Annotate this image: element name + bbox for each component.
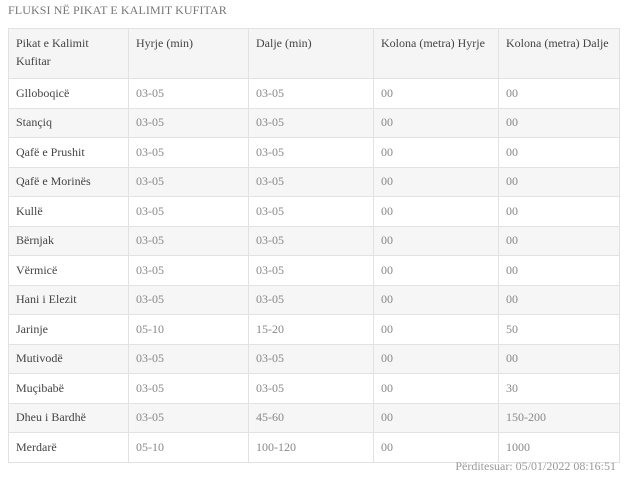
cell-queue-exit: 00 [498, 107, 620, 138]
cell-exit-min: 45-60 [248, 402, 374, 433]
cell-queue-exit: 30 [498, 373, 620, 404]
cell-queue-exit: 00 [498, 284, 620, 315]
table-row: Qafë e Prushit 03-05 03-05 00 00 [8, 137, 620, 168]
cell-exit-min: 03-05 [248, 343, 374, 374]
cell-entry-min: 03-05 [128, 166, 249, 197]
cell-crossing-point: Glloboqicë [8, 78, 129, 109]
cell-queue-entry: 00 [373, 166, 499, 197]
table-row: Merdarë 05-10 100-120 00 1000 [8, 432, 620, 463]
table-row: Kullë 03-05 03-05 00 00 [8, 196, 620, 227]
cell-queue-exit: 00 [498, 343, 620, 374]
cell-exit-min: 03-05 [248, 196, 374, 227]
last-updated: Përditesuar: 05/01/2022 08:16:51 [455, 459, 616, 473]
table-row: Hani i Elezit 03-05 03-05 00 00 [8, 284, 620, 315]
cell-queue-entry: 00 [373, 137, 499, 168]
header-queue-entry: Kolona (metra) Hyrje [373, 28, 499, 79]
cell-crossing-point: Hani i Elezit [8, 284, 129, 315]
header-crossing-point: Pikat e Kalimit Kufitar [8, 28, 129, 79]
cell-exit-min: 03-05 [248, 255, 374, 286]
cell-exit-min: 03-05 [248, 373, 374, 404]
cell-queue-exit: 50 [498, 314, 620, 345]
cell-queue-entry: 00 [373, 107, 499, 138]
cell-queue-exit: 00 [498, 255, 620, 286]
cell-queue-exit: 1000 [498, 432, 620, 463]
cell-entry-min: 03-05 [128, 78, 249, 109]
cell-exit-min: 03-05 [248, 78, 374, 109]
cell-crossing-point: Qafë e Prushit [8, 137, 129, 168]
header-entry-min: Hyrje (min) [128, 28, 249, 79]
cell-crossing-point: Qafë e Morinës [8, 166, 129, 197]
cell-queue-entry: 00 [373, 196, 499, 227]
cell-crossing-point: Vërmicë [8, 255, 129, 286]
cell-entry-min: 03-05 [128, 373, 249, 404]
cell-exit-min: 03-05 [248, 107, 374, 138]
cell-crossing-point: Merdarë [8, 432, 129, 463]
table-row: Glloboqicë 03-05 03-05 00 00 [8, 78, 620, 109]
cell-exit-min: 03-05 [248, 137, 374, 168]
cell-crossing-point: Stançiq [8, 107, 129, 138]
header-exit-min: Dalje (min) [248, 28, 374, 79]
cell-queue-exit: 00 [498, 78, 620, 109]
cell-exit-min: 15-20 [248, 314, 374, 345]
cell-crossing-point: Kullë [8, 196, 129, 227]
cell-entry-min: 03-05 [128, 225, 249, 256]
cell-queue-entry: 00 [373, 225, 499, 256]
table-row: Bërnjak 03-05 03-05 00 00 [8, 225, 620, 256]
cell-exit-min: 03-05 [248, 284, 374, 315]
table-row: Mutivodë 03-05 03-05 00 00 [8, 343, 620, 374]
cell-queue-exit: 00 [498, 166, 620, 197]
cell-crossing-point: Muçibabë [8, 373, 129, 404]
cell-exit-min: 100-120 [248, 432, 374, 463]
table-row: Jarinje 05-10 15-20 00 50 [8, 314, 620, 345]
table-row: Stançiq 03-05 03-05 00 00 [8, 107, 620, 138]
cell-queue-entry: 00 [373, 284, 499, 315]
cell-queue-entry: 00 [373, 255, 499, 286]
table-row: Dheu i Bardhë 03-05 45-60 00 150-200 [8, 402, 620, 433]
cell-queue-entry: 00 [373, 432, 499, 463]
cell-queue-entry: 00 [373, 402, 499, 433]
cell-crossing-point: Mutivodë [8, 343, 129, 374]
cell-queue-entry: 00 [373, 78, 499, 109]
cell-queue-entry: 00 [373, 314, 499, 345]
table-header-row: Pikat e Kalimit Kufitar Hyrje (min) Dalj… [8, 28, 620, 79]
cell-queue-entry: 00 [373, 373, 499, 404]
cell-entry-min: 03-05 [128, 137, 249, 168]
cell-queue-exit: 00 [498, 196, 620, 227]
cell-entry-min: 05-10 [128, 314, 249, 345]
cell-entry-min: 05-10 [128, 432, 249, 463]
table-row: Qafë e Morinës 03-05 03-05 00 00 [8, 166, 620, 197]
cell-crossing-point: Bërnjak [8, 225, 129, 256]
cell-exit-min: 03-05 [248, 225, 374, 256]
cell-exit-min: 03-05 [248, 166, 374, 197]
border-flux-table: Pikat e Kalimit Kufitar Hyrje (min) Dalj… [8, 28, 620, 463]
cell-entry-min: 03-05 [128, 284, 249, 315]
cell-queue-exit: 00 [498, 225, 620, 256]
cell-queue-entry: 00 [373, 343, 499, 374]
cell-entry-min: 03-05 [128, 343, 249, 374]
table-row: Muçibabë 03-05 03-05 00 30 [8, 373, 620, 404]
cell-entry-min: 03-05 [128, 107, 249, 138]
cell-queue-exit: 00 [498, 137, 620, 168]
header-queue-exit: Kolona (metra) Dalje [498, 28, 620, 79]
cell-entry-min: 03-05 [128, 402, 249, 433]
page-title: FLUKSI NË PIKAT E KALIMIT KUFITAR [8, 3, 227, 17]
cell-queue-exit: 150-200 [498, 402, 620, 433]
table-row: Vërmicë 03-05 03-05 00 00 [8, 255, 620, 286]
cell-crossing-point: Jarinje [8, 314, 129, 345]
cell-entry-min: 03-05 [128, 255, 249, 286]
cell-entry-min: 03-05 [128, 196, 249, 227]
cell-crossing-point: Dheu i Bardhë [8, 402, 129, 433]
